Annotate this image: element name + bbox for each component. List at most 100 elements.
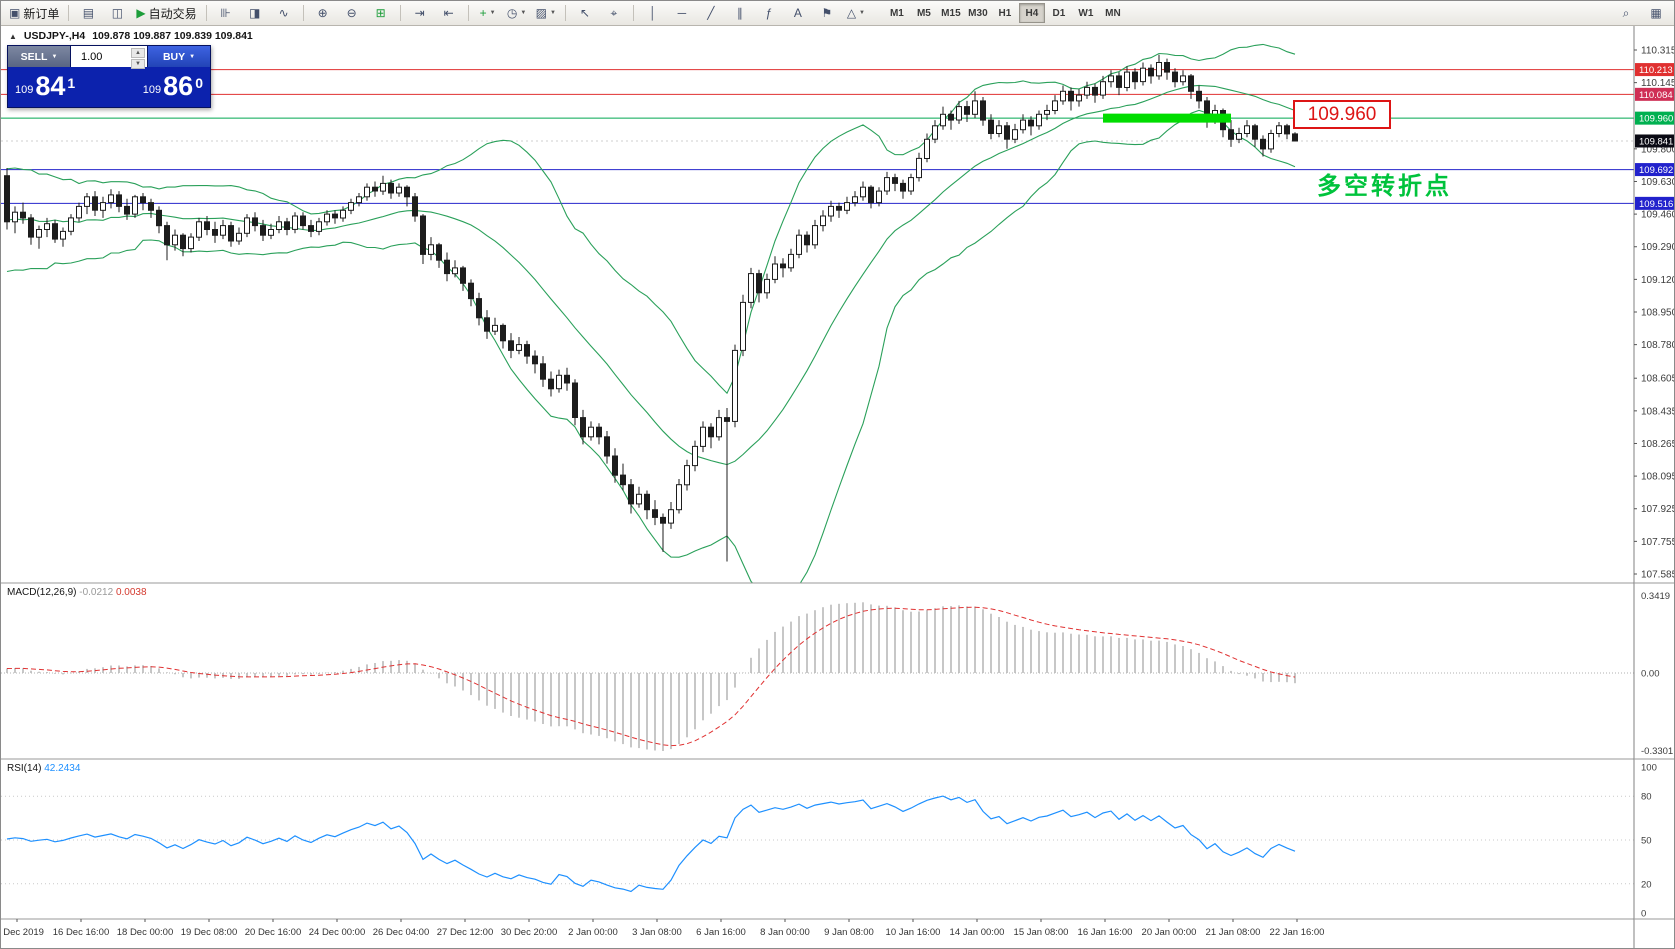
turning-point-note[interactable]: 多空转折点 <box>1317 173 1452 200</box>
svg-text:110.145: 110.145 <box>1641 78 1675 89</box>
timeframe-group: M1 M5 M15 M30 H1 H4 D1 W1 MN <box>884 3 1126 23</box>
ohlc-values: 109.878 109.887 109.839 109.841 <box>92 30 253 42</box>
fibonacci-icon: ƒ <box>765 6 773 20</box>
bar-chart-button[interactable]: ⊪ <box>212 2 240 24</box>
svg-text:108.605: 108.605 <box>1641 374 1675 385</box>
svg-text:80: 80 <box>1641 792 1652 803</box>
volume-input[interactable] <box>71 50 127 63</box>
svg-text:0: 0 <box>1641 909 1646 920</box>
sell-button[interactable]: SELL ▼ <box>8 46 71 67</box>
charts-window-button[interactable]: ▤ <box>74 2 102 24</box>
volume-increase-button[interactable]: ▲ <box>131 47 145 58</box>
svg-text:9 Jan 08:00: 9 Jan 08:00 <box>824 927 874 938</box>
svg-text:110.315: 110.315 <box>1641 46 1675 57</box>
toolbar: ▣ 新订单 ▤ ◫ ▶ 自动交易 ⊪ ◨ ∿ ⊕ ⊖ ⊞ ⇥ ⇤ + ▼ ◷ ▼ ▨ ▼ ↖ ⌖ │ ─ ╱ ∥ ƒ A ⚑ △ ▼ M1 M5… <box>1 1 1674 26</box>
svg-text:108.780: 108.780 <box>1641 340 1675 351</box>
chevron-down-icon: ▼ <box>489 10 496 16</box>
buy-button[interactable]: BUY ▼ <box>147 46 210 67</box>
toolbar-separator <box>564 5 566 21</box>
new-order-button[interactable]: ▣ 新订单 <box>5 2 63 24</box>
indicators-icon: + <box>479 6 487 20</box>
svg-text:108.435: 108.435 <box>1641 406 1675 417</box>
svg-text:0.00: 0.00 <box>1641 669 1660 680</box>
svg-text:109.460: 109.460 <box>1641 210 1675 221</box>
periods-button[interactable]: ◷ ▼ <box>503 2 531 24</box>
volume-decrease-button[interactable]: ▼ <box>131 58 145 69</box>
macd-panel <box>1 602 1634 751</box>
svg-text:107.755: 107.755 <box>1641 537 1675 548</box>
svg-text:3 Jan 08:00: 3 Jan 08:00 <box>632 927 682 938</box>
toolbar-separator <box>632 5 634 21</box>
autotrading-button-label: 自动交易 <box>148 6 197 21</box>
timeframe-h4[interactable]: H4 <box>1018 3 1045 23</box>
trendline-button[interactable]: ╱ <box>697 2 725 24</box>
svg-text:109.516: 109.516 <box>1639 199 1673 210</box>
arrows-button[interactable]: ⚑ <box>813 2 841 24</box>
charts-window-icon: ▤ <box>82 6 95 20</box>
volume-field: ▲ ▼ <box>71 46 147 69</box>
svg-text:50: 50 <box>1641 836 1652 847</box>
toolbar-separator <box>205 5 207 21</box>
one-click-collapse-arrow[interactable]: ▲ <box>9 31 17 41</box>
indicators-button[interactable]: + ▼ <box>474 2 502 24</box>
chevron-down-icon: ▼ <box>51 53 58 60</box>
tile-windows-button[interactable]: ⊞ <box>367 2 395 24</box>
svg-text:109.960: 109.960 <box>1639 114 1673 125</box>
svg-text:100: 100 <box>1641 763 1657 774</box>
window-list-button[interactable]: ▦ <box>1650 6 1662 20</box>
svg-text:107.925: 107.925 <box>1641 504 1675 515</box>
auto-scroll-button[interactable]: ⇥ <box>406 2 434 24</box>
timeframe-d1[interactable]: D1 <box>1052 7 1066 19</box>
svg-text:110.213: 110.213 <box>1639 65 1673 76</box>
timeframe-w1[interactable]: W1 <box>1078 7 1094 19</box>
profiles-button[interactable]: ◫ <box>103 2 131 24</box>
text-button[interactable]: A <box>784 2 812 24</box>
svg-text:16 Jan 16:00: 16 Jan 16:00 <box>1078 927 1133 938</box>
timeframe-h1[interactable]: H1 <box>998 7 1012 19</box>
cursor-icon: ↖ <box>579 6 590 20</box>
bar-chart-icon: ⊪ <box>220 6 231 20</box>
chevron-down-icon: ▼ <box>859 10 865 16</box>
fibonacci-button[interactable]: ƒ <box>755 2 783 24</box>
candlestick-chart-button[interactable]: ◨ <box>241 2 269 24</box>
symbol-period-label: USDJPY-,H4 <box>23 30 86 42</box>
zoom-in-button[interactable]: ⊕ <box>309 2 337 24</box>
periods-icon: ◷ <box>506 6 518 20</box>
channel-button[interactable]: ∥ <box>726 2 754 24</box>
search-button[interactable]: ⌕ <box>1622 5 1630 20</box>
timeframe-mn[interactable]: MN <box>1105 7 1121 19</box>
chart-shift-button[interactable]: ⇤ <box>435 2 463 24</box>
sell-button-label: SELL <box>20 50 48 63</box>
templates-button[interactable]: ▨ ▼ <box>532 2 560 24</box>
crosshair-button[interactable]: ⌖ <box>600 2 628 24</box>
timeframe-m30[interactable]: M30 <box>968 7 988 19</box>
templates-icon: ▨ <box>535 6 547 20</box>
profiles-icon: ◫ <box>111 6 124 20</box>
autotrading-button[interactable]: ▶ 自动交易 <box>132 2 200 24</box>
shapes-button[interactable]: △ ▼ <box>842 2 870 24</box>
cursor-button[interactable]: ↖ <box>571 2 599 24</box>
auto-scroll-icon: ⇥ <box>414 6 425 20</box>
channel-icon: ∥ <box>736 6 743 20</box>
price-scale[interactable]: 110.315 110.145 109.800 109.630 109.460 109.2… <box>1633 25 1675 949</box>
svg-text:6 Jan 16:00: 6 Jan 16:00 <box>696 927 746 938</box>
line-chart-button[interactable]: ∿ <box>270 2 298 24</box>
shapes-icon: △ <box>846 6 857 20</box>
svg-text:109.841: 109.841 <box>1639 136 1673 147</box>
svg-text:13 Dec 2019: 13 Dec 2019 <box>1 927 44 938</box>
time-scale[interactable]: 13 Dec 2019 16 Dec 16:00 18 Dec 00:00 19 De… <box>1 919 1324 938</box>
price-annotation-box[interactable]: 109.960 <box>1293 100 1391 129</box>
timeframe-m1[interactable]: M1 <box>889 7 904 19</box>
horizontal-line-button[interactable]: ─ <box>668 2 696 24</box>
toolbar-separator <box>68 5 70 21</box>
timeframe-m15[interactable]: M15 <box>941 7 961 19</box>
svg-text:14 Jan 00:00: 14 Jan 00:00 <box>950 927 1005 938</box>
zoom-out-button[interactable]: ⊖ <box>338 2 366 24</box>
svg-text:8 Jan 00:00: 8 Jan 00:00 <box>760 927 810 938</box>
vertical-line-button[interactable]: │ <box>639 2 667 24</box>
toolbar-separator <box>302 5 304 21</box>
timeframe-m5[interactable]: M5 <box>916 7 931 19</box>
svg-text:19 Dec 08:00: 19 Dec 08:00 <box>181 927 238 938</box>
toolbar-separator <box>467 5 469 21</box>
